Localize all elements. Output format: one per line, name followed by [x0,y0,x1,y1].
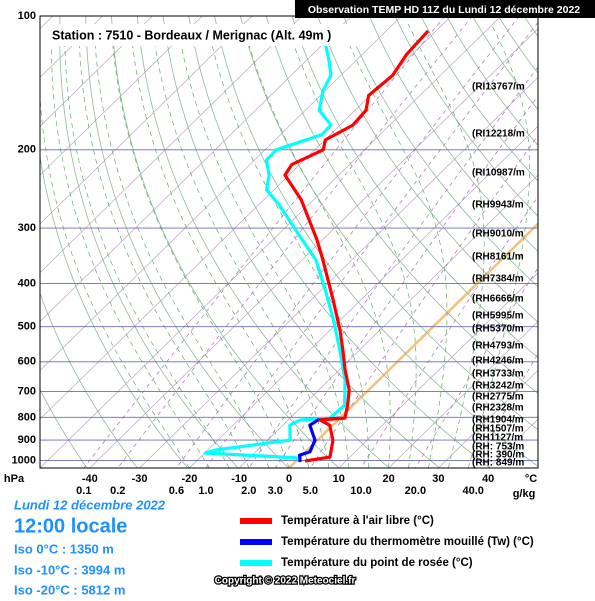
height-label: (RH4793/m [472,341,524,352]
mixing-ratio-tick-label: 3.0 [268,485,283,497]
y-tick-label: 800 [18,411,36,423]
mixing-ratio-tick-label: 20.0 [405,485,426,497]
x-tick-label: -10 [231,473,247,485]
y-axis-label: hPa [4,473,25,485]
station: Station : 7510 - Bordeaux / Merignac (Al… [52,28,331,42]
x-tick-label: 10 [333,473,345,485]
legend-label: Température à l'air libre (°C) [281,515,434,527]
height-label: (RH8161/m [472,252,524,263]
x-tick-label: 30 [432,473,444,485]
y-tick-label: 1000 [12,454,36,466]
height-label: (RH9010/m [472,229,524,240]
legend-label: Température du point de rosée (°C) [281,557,473,569]
mixing-ratio-tick-label: 1.0 [198,485,213,497]
height-label: (RI12218/m [472,129,525,140]
legend-label: Température du thermomètre mouillé (Tw) … [281,536,534,548]
height-label: (RI10987/m [472,168,525,179]
legend-swatch [240,560,272,566]
date: Lundi 12 décembre 2022 [14,497,166,512]
height-label: (RH5370/m [472,324,524,335]
height-label: (RH4246/m [472,356,524,367]
x-tick-label: -20 [181,473,197,485]
y-tick-label: 600 [18,356,36,368]
legend-swatch [240,539,272,545]
height-label: (RH3733/m [472,369,524,380]
mixing-ratio-tick-label: 0.2 [110,485,125,497]
y-tick-label: 700 [18,385,36,397]
height-label: (RH5995/m [472,311,524,322]
y-tick-label: 300 [18,222,36,234]
x-tick-label: -30 [132,473,148,485]
height-label: (RH7384/m [472,274,524,285]
height-label: (RH: 849/m [472,458,524,469]
y-tick-label: 100 [18,10,36,22]
y-tick-label: 500 [18,321,36,333]
iso-line: Iso -20°C : 5812 m [14,582,125,596]
height-label: (RH6666/m [472,294,524,305]
y-tick-label: 400 [18,277,36,289]
iso-line: Iso -10°C : 3994 m [14,562,125,577]
legend-swatch [240,518,272,524]
height-label: (RH2328/m [472,403,524,414]
x-axis-label: °C [525,473,537,485]
height-label: (RH3242/m [472,381,524,392]
x-tick-label: 0 [286,473,292,485]
x-tick-label: 40 [482,473,494,485]
y-tick-label: 200 [18,144,36,156]
height-label: (RH9943/m [472,200,524,211]
time: 12:00 locale [14,515,127,537]
copyright: Copyright © 2022 Meteociel.fr [215,576,356,587]
mixing-ratio-tick-label: 0.1 [76,485,91,497]
x-tick-label: -40 [82,473,98,485]
iso-line: Iso 0°C : 1350 m [14,541,114,556]
height-label: (RI13767/m [472,82,525,93]
x-tick-label: 20 [382,473,394,485]
y-tick-label: 900 [18,434,36,446]
mixing-ratio-tick-label: 40.0 [463,485,484,497]
mixing-ratio-tick-label: 2.0 [241,485,256,497]
mixing-ratio-tick-label: 10.0 [350,485,371,497]
mixing-ratio-tick-label: 0.6 [169,485,184,497]
height-label: (RH2775/m [472,392,524,403]
chart-title: Observation TEMP HD 11Z du Lundi 12 déce… [308,4,580,16]
mixing-ratio-tick-label: 5.0 [303,485,318,497]
mixing-ratio-label: g/kg [513,488,536,500]
